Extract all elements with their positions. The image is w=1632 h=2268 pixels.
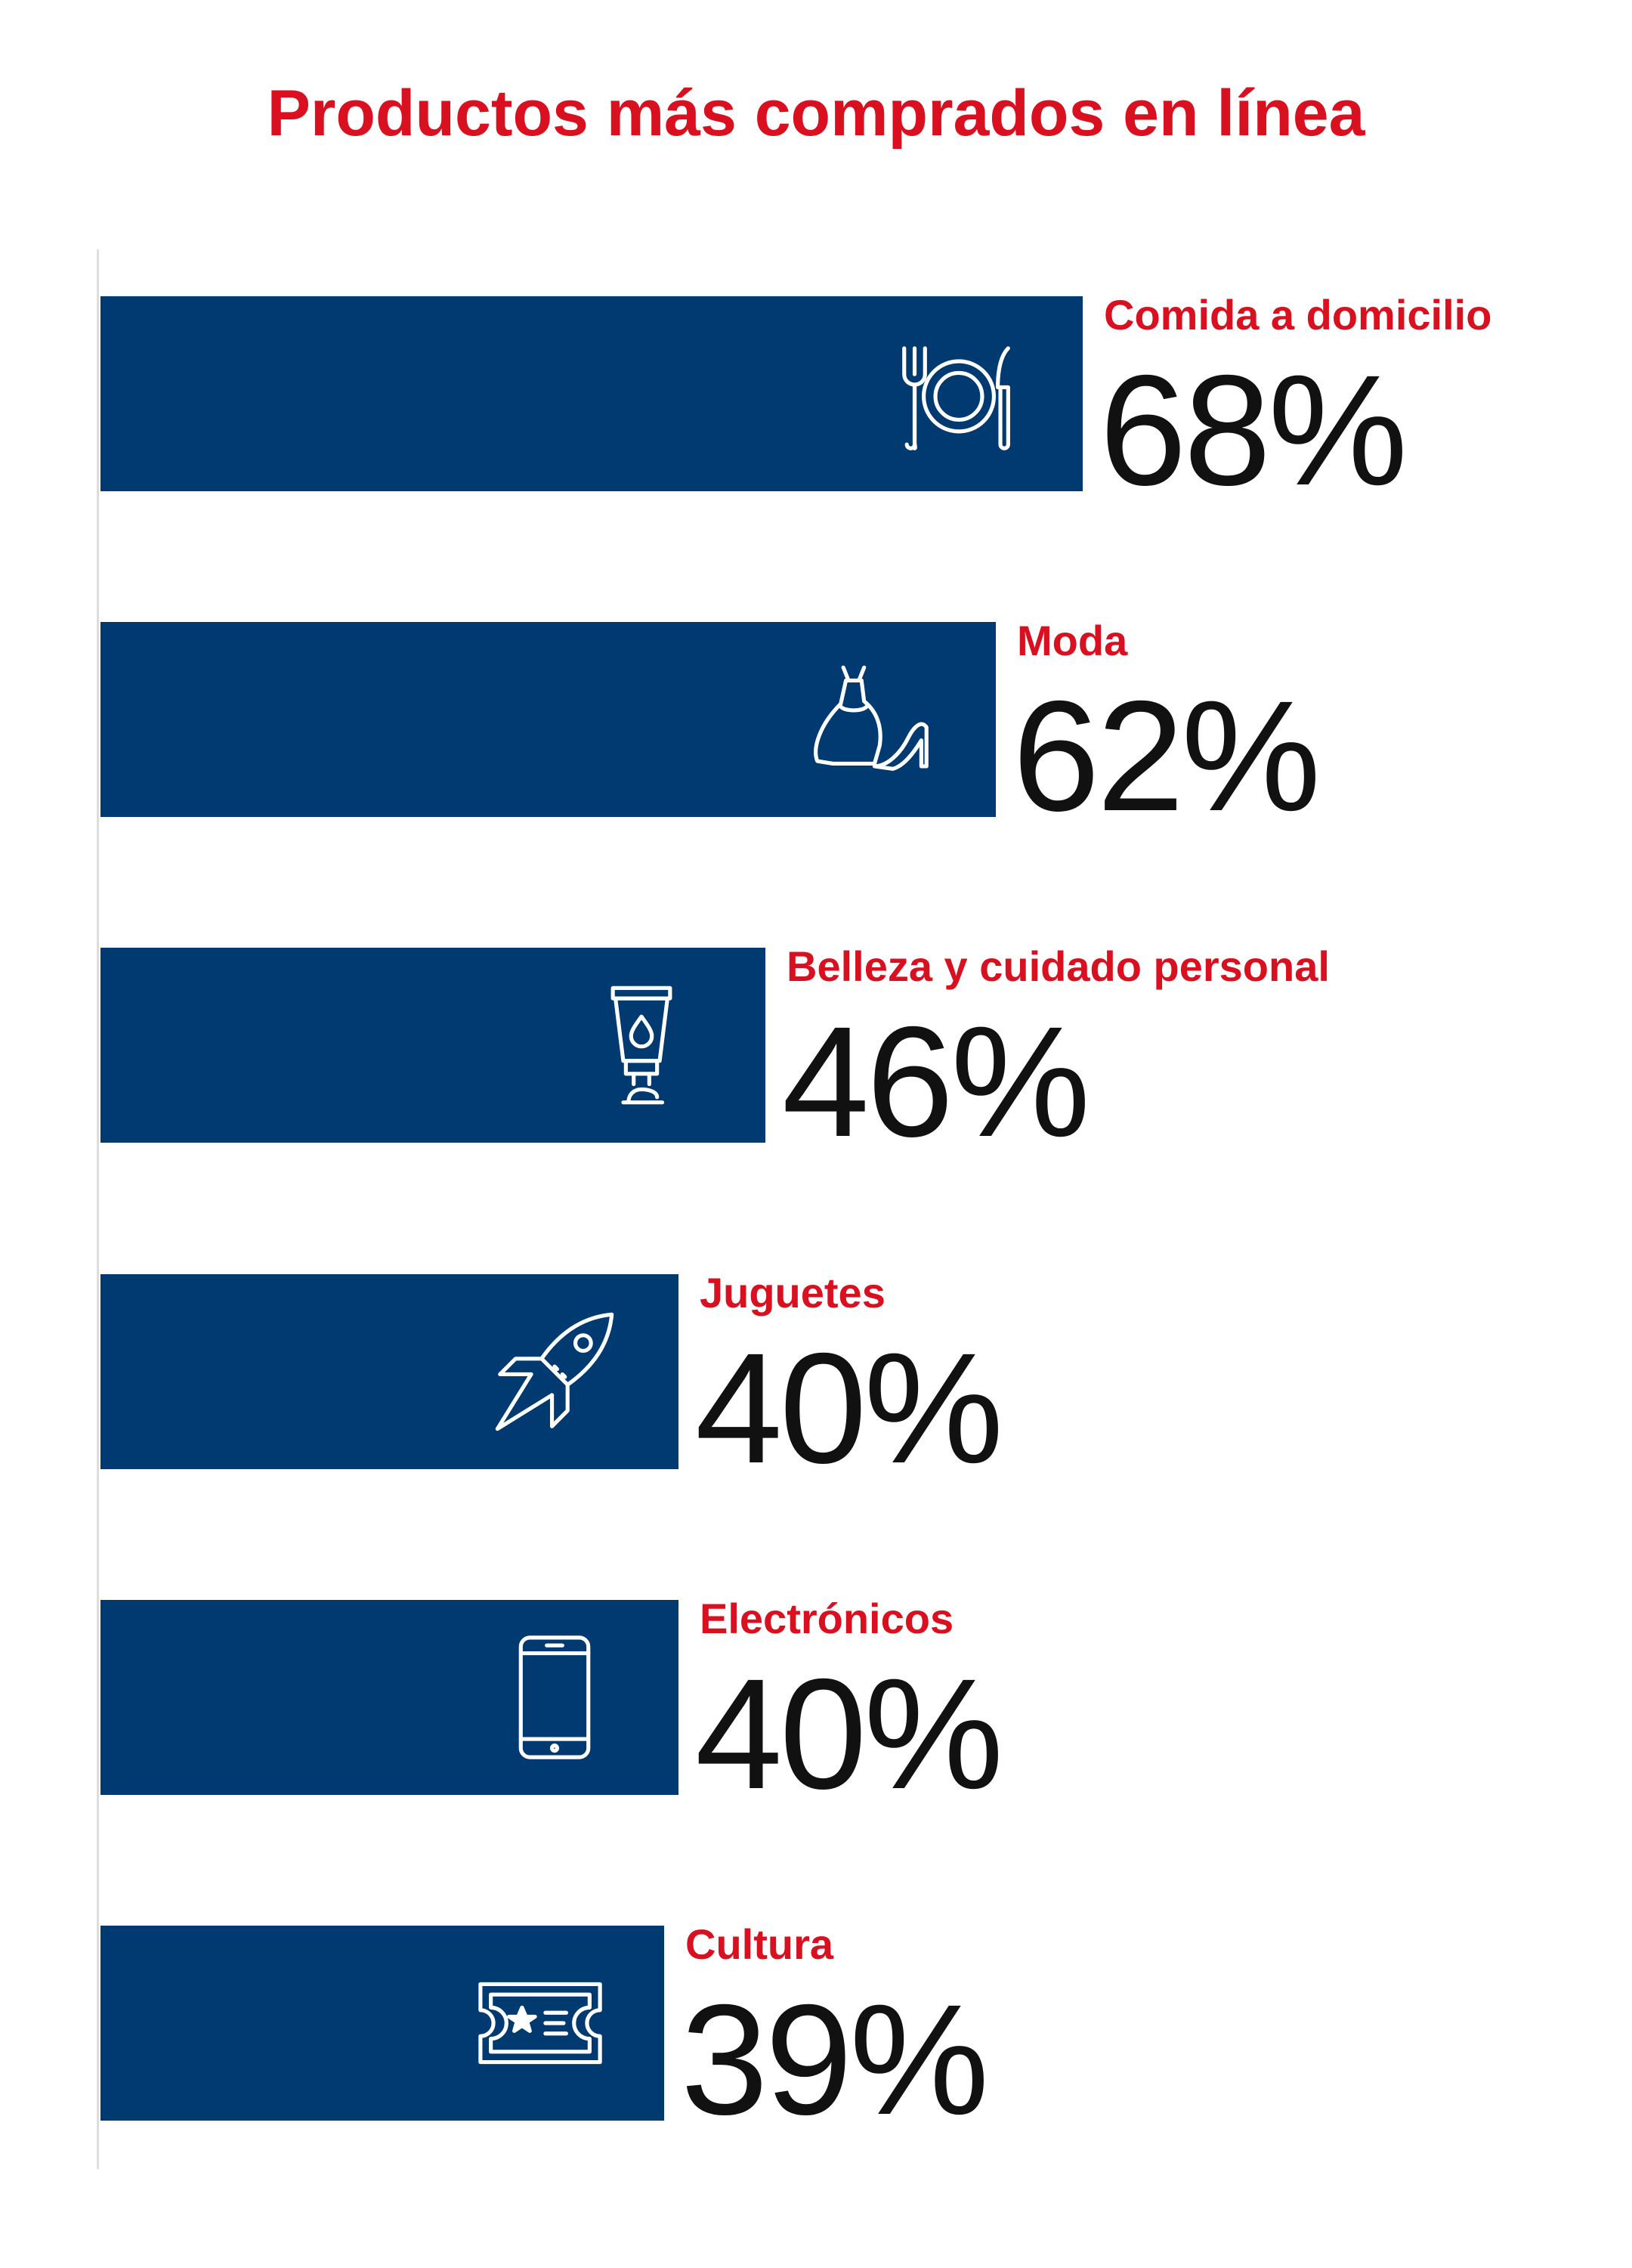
bar	[100, 1600, 678, 1795]
bar	[100, 1274, 678, 1469]
category-label: Electrónicos	[700, 1595, 954, 1642]
category-label: Juguetes	[700, 1269, 886, 1317]
value-label: 62%	[1012, 669, 1321, 844]
value-label: 46%	[782, 995, 1090, 1170]
chart-title: Productos más comprados en línea	[267, 77, 1365, 150]
dress-shoe-icon	[807, 654, 937, 784]
category-label: Cultura	[685, 1920, 833, 1968]
plate-cutlery-icon	[894, 329, 1024, 459]
value-label: 40%	[695, 1321, 1003, 1496]
cream-tube-icon	[576, 980, 706, 1110]
bar	[100, 948, 765, 1143]
bar	[100, 1926, 664, 2121]
ticket-icon	[475, 1958, 605, 2088]
rocket-icon	[490, 1307, 620, 1437]
value-label: 40%	[695, 1647, 1003, 1822]
bar	[100, 622, 996, 817]
axis-line	[97, 249, 99, 2169]
value-label: 68%	[1099, 343, 1408, 518]
smartphone-icon	[490, 1632, 620, 1762]
value-label: 39%	[681, 1973, 989, 2148]
bar	[100, 296, 1083, 491]
category-label: Moda	[1017, 617, 1128, 664]
category-label: Comida a domicilio	[1104, 291, 1492, 339]
category-label: Belleza y cuidado personal	[787, 942, 1330, 990]
